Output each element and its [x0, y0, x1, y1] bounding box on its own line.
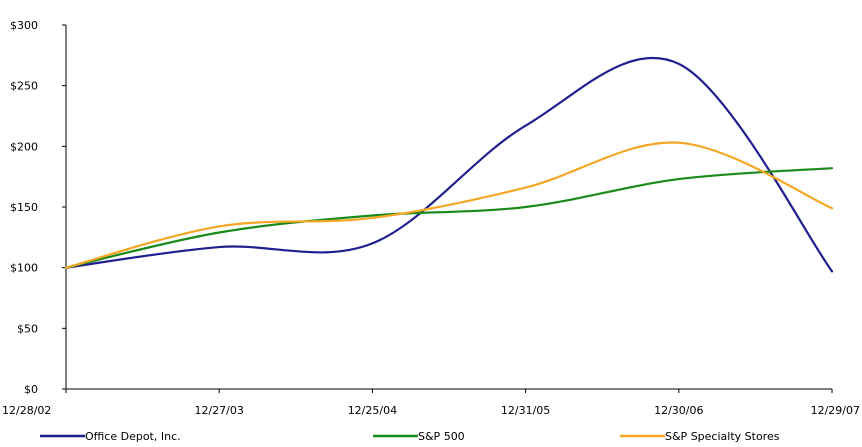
series-line: [64, 56, 834, 273]
x-tick-label: 12/30/06: [654, 404, 703, 417]
series-line: [64, 141, 834, 269]
legend-item: S&P Specialty Stores: [620, 430, 780, 443]
y-tick-label: $0: [24, 383, 38, 396]
x-tick-label: 12/27/03: [194, 404, 243, 417]
y-tick-label: $150: [10, 201, 38, 214]
x-tick-label: 12/25/04: [348, 404, 397, 417]
y-tick-label: $200: [10, 140, 38, 153]
x-tick-label: 12/31/05: [501, 404, 550, 417]
legend-label: S&P Specialty Stores: [665, 430, 780, 443]
series-2: [64, 141, 834, 269]
x-axis: 12/28/02 12/27/03 12/25/04 12/31/05 12/30/06…: [2, 388, 860, 417]
legend-label: Office Depot, Inc.: [85, 430, 181, 443]
legend-label: S&P 500: [418, 430, 465, 443]
x-tick-label: 12/28/02: [2, 404, 51, 417]
series-line: [64, 167, 834, 269]
series-lines: [64, 56, 834, 273]
y-tick-label: $250: [10, 80, 38, 93]
series-1: [64, 167, 834, 269]
legend-item: Office Depot, Inc.: [40, 430, 181, 443]
y-tick-label: $50: [17, 322, 38, 335]
y-tick-label: $100: [10, 262, 38, 275]
legend: Office Depot, Inc. S&P 500 S&P Specialty S…: [40, 430, 780, 443]
x-tick-label: 12/29/07: [811, 404, 860, 417]
y-tick-label: $300: [10, 19, 38, 32]
legend-item: S&P 500: [373, 430, 465, 443]
y-axis: $0 $50 $100 $150 $200 $250 $300: [10, 19, 67, 396]
